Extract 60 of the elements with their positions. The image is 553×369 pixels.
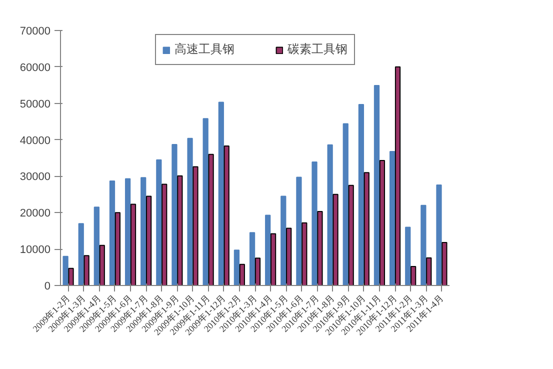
- bar: [390, 150, 396, 286]
- bar: [379, 160, 386, 286]
- bar: [156, 159, 162, 286]
- legend-label: 高速工具钢: [174, 41, 234, 58]
- bar: [364, 172, 370, 286]
- bar: [202, 118, 208, 286]
- bar: [239, 264, 245, 286]
- bar: [124, 178, 131, 286]
- y-tick-label: 20000: [20, 208, 51, 220]
- bar: [436, 184, 442, 286]
- bar: [130, 204, 136, 286]
- bar: [374, 85, 380, 286]
- bar: [348, 184, 354, 286]
- bar: [162, 184, 168, 286]
- bar: [426, 257, 432, 286]
- bar: [109, 180, 116, 286]
- bar: [394, 66, 401, 286]
- legend-label: 碳素工具钢: [288, 41, 348, 58]
- bar: [99, 244, 105, 286]
- bar: [140, 177, 146, 286]
- bar: [327, 144, 333, 286]
- bar: [410, 266, 416, 286]
- y-tick-label: 60000: [20, 62, 51, 74]
- bar: [270, 233, 276, 286]
- y-tick-label: 30000: [20, 171, 51, 184]
- bar: [302, 222, 308, 286]
- bar: [249, 232, 256, 286]
- bar: [68, 268, 74, 286]
- bar: [332, 194, 338, 286]
- bar: [218, 102, 224, 286]
- bar: [62, 256, 68, 286]
- bar: [317, 211, 323, 286]
- bar: [234, 250, 240, 286]
- bar: [312, 162, 318, 286]
- bar: [94, 206, 100, 286]
- bar: [114, 212, 120, 286]
- bar: [172, 144, 178, 286]
- bar: [254, 258, 261, 286]
- bar: [177, 175, 183, 286]
- bar: [78, 223, 84, 286]
- y-tick-label: 50000: [20, 98, 51, 110]
- y-tick-label: 70000: [20, 26, 51, 38]
- bar: [420, 204, 426, 286]
- bar: [192, 166, 198, 286]
- bar: [265, 214, 271, 286]
- bar: [208, 154, 214, 286]
- bar: [84, 255, 90, 286]
- y-tick-label: 40000: [20, 134, 51, 147]
- bar: [146, 196, 152, 286]
- bar: [296, 176, 302, 286]
- y-tick-label: 10000: [20, 244, 51, 256]
- y-tick-label: 0: [44, 280, 51, 292]
- bar: [224, 145, 230, 286]
- bar: [286, 228, 292, 286]
- bar: [358, 104, 364, 286]
- bar: [405, 226, 411, 286]
- bar: [442, 242, 448, 286]
- bar: [342, 123, 348, 286]
- bar: [280, 196, 286, 286]
- bar: [187, 138, 193, 286]
